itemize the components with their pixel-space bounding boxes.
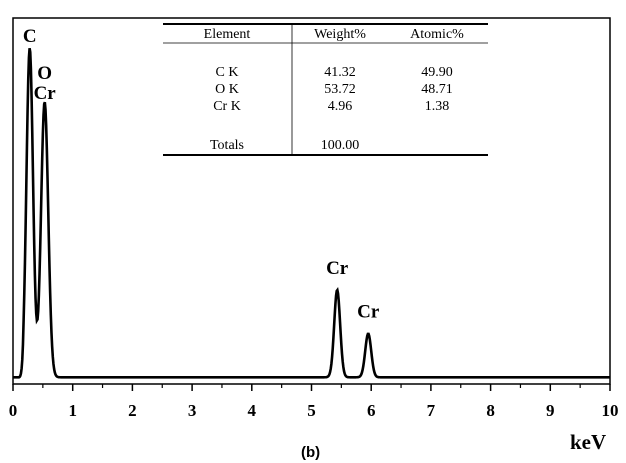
table-cell: Cr K [213,99,241,114]
x-tick-label: 7 [427,401,436,420]
table-cell: 49.90 [421,65,453,80]
x-tick-label: 10 [602,401,619,420]
peak-label: Cr [357,302,380,323]
table-totals-value: 100.00 [321,138,360,153]
x-tick-label: 1 [68,401,77,420]
x-tick-label: 2 [128,401,137,420]
x-axis-ticks [12,384,611,391]
table-cell: 1.38 [425,99,450,114]
x-axis-tick-labels: 0 1 2 3 4 5 6 7 8 9 10 [9,401,619,420]
x-tick-label: 8 [486,401,495,420]
x-tick-label: 9 [546,401,555,420]
table-cell: C K [216,65,239,80]
table-cell: O K [215,82,239,97]
x-axis-unit-label: keV [570,430,606,454]
table-cell: 4.96 [328,99,353,114]
peak-label: Cr [34,83,57,104]
x-tick-label: 3 [188,401,197,420]
spectrum-line [13,48,610,379]
panel-label: (b) [301,444,320,461]
composition-table: Element Weight% Atomic% C K 41.32 49.90 … [163,23,488,156]
table-cell: 41.32 [324,65,356,80]
x-tick-label: 5 [307,401,316,420]
peak-label: Cr [326,258,349,279]
x-tick-label: 0 [9,401,18,420]
table-header-element: Element [204,27,251,42]
x-tick-label: 6 [367,401,376,420]
plot-frame [12,17,611,385]
table-cell: 48.71 [421,82,453,97]
table-header-weight: Weight% [314,27,366,42]
peak-label: C [23,26,37,47]
x-tick-label: 4 [248,401,257,420]
table-header-atomic: Atomic% [410,27,464,42]
peak-label: O [37,63,52,84]
table-totals-label: Totals [210,138,244,153]
table-cell: 53.72 [324,82,356,97]
